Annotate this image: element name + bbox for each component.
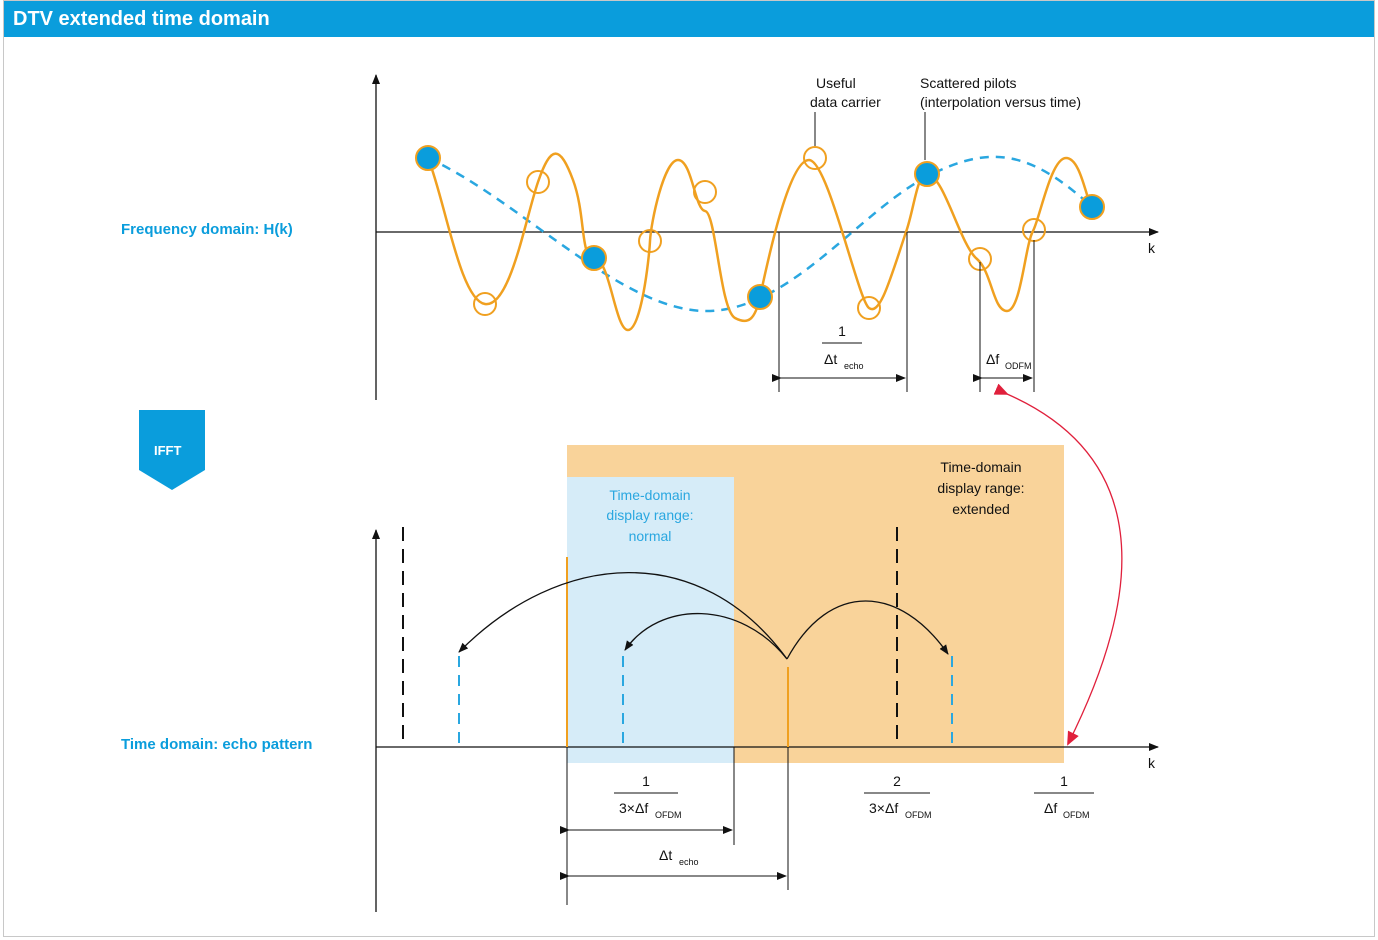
subscript-echo: echo xyxy=(844,361,864,371)
subscript-ofdm: OFDM xyxy=(905,810,932,820)
delta-f-label: Δf xyxy=(986,351,999,367)
normal-range-area xyxy=(567,477,734,763)
data-carrier-marker xyxy=(803,146,827,170)
pilot-marker xyxy=(1079,194,1105,220)
normal-range-label: Time-domain xyxy=(609,487,690,503)
pilots-label: Scattered pilots xyxy=(920,75,1017,91)
alias-arrow xyxy=(458,572,788,660)
delta-t-echo-label: Δt xyxy=(659,847,672,863)
data-carrier-marker xyxy=(526,170,550,194)
extended-range-label: extended xyxy=(952,501,1010,517)
alias-arrow xyxy=(624,612,788,660)
pilot-marker xyxy=(415,145,441,171)
ifft-chevron xyxy=(139,410,205,490)
fraction-numerator: 1 xyxy=(1060,773,1068,789)
time-domain-plot xyxy=(372,527,1159,912)
time-domain-label: Time domain: echo pattern xyxy=(121,736,312,753)
ifft-label: IFFT xyxy=(154,443,181,458)
pilot-marker xyxy=(747,284,773,310)
fraction-numerator: 1 xyxy=(838,323,846,339)
data-carrier-marker xyxy=(638,229,662,253)
alias-arrow xyxy=(786,600,949,660)
subscript-ofdm: OFDM xyxy=(655,810,682,820)
frequency-domain-plot xyxy=(372,74,1159,400)
useful-carrier-label: Useful xyxy=(816,75,856,91)
diagram-frame: DTV extended time domain xyxy=(3,0,1375,937)
fraction-denominator: 3×Δf xyxy=(869,800,898,816)
k-axis-label: k xyxy=(1148,240,1156,256)
k-axis-label: k xyxy=(1148,755,1156,771)
extended-range-label: Time-domain xyxy=(940,459,1021,475)
fraction-numerator: 2 xyxy=(893,773,901,789)
fraction-numerator: 1 xyxy=(642,773,650,789)
fraction-denominator: 3×Δf xyxy=(619,800,648,816)
subscript-echo: echo xyxy=(679,857,699,867)
normal-range-label: normal xyxy=(629,528,672,544)
page-title: DTV extended time domain xyxy=(4,1,1374,37)
pilot-marker xyxy=(914,161,940,187)
extended-range-label: display range: xyxy=(937,480,1024,496)
correspondence-arrow xyxy=(993,383,1123,746)
data-carrier-marker xyxy=(693,180,717,204)
fraction-denominator: Δt xyxy=(824,351,837,367)
data-carrier-marker xyxy=(857,296,881,320)
useful-carrier-label: data carrier xyxy=(810,94,881,110)
fraction-denominator: Δf xyxy=(1044,800,1057,816)
data-carrier-marker xyxy=(1022,218,1046,242)
subscript-ofdm: OFDM xyxy=(1063,810,1090,820)
interpolation-curve xyxy=(427,155,1093,313)
channel-response-curve xyxy=(426,152,1094,332)
pilot-marker xyxy=(581,245,607,271)
frequency-domain-label: Frequency domain: H(k) xyxy=(121,221,293,238)
pilots-label: (interpolation versus time) xyxy=(920,94,1081,110)
normal-range-label: display range: xyxy=(606,507,693,523)
subscript-odfm: ODFM xyxy=(1005,361,1032,371)
data-carrier-marker xyxy=(473,292,497,316)
